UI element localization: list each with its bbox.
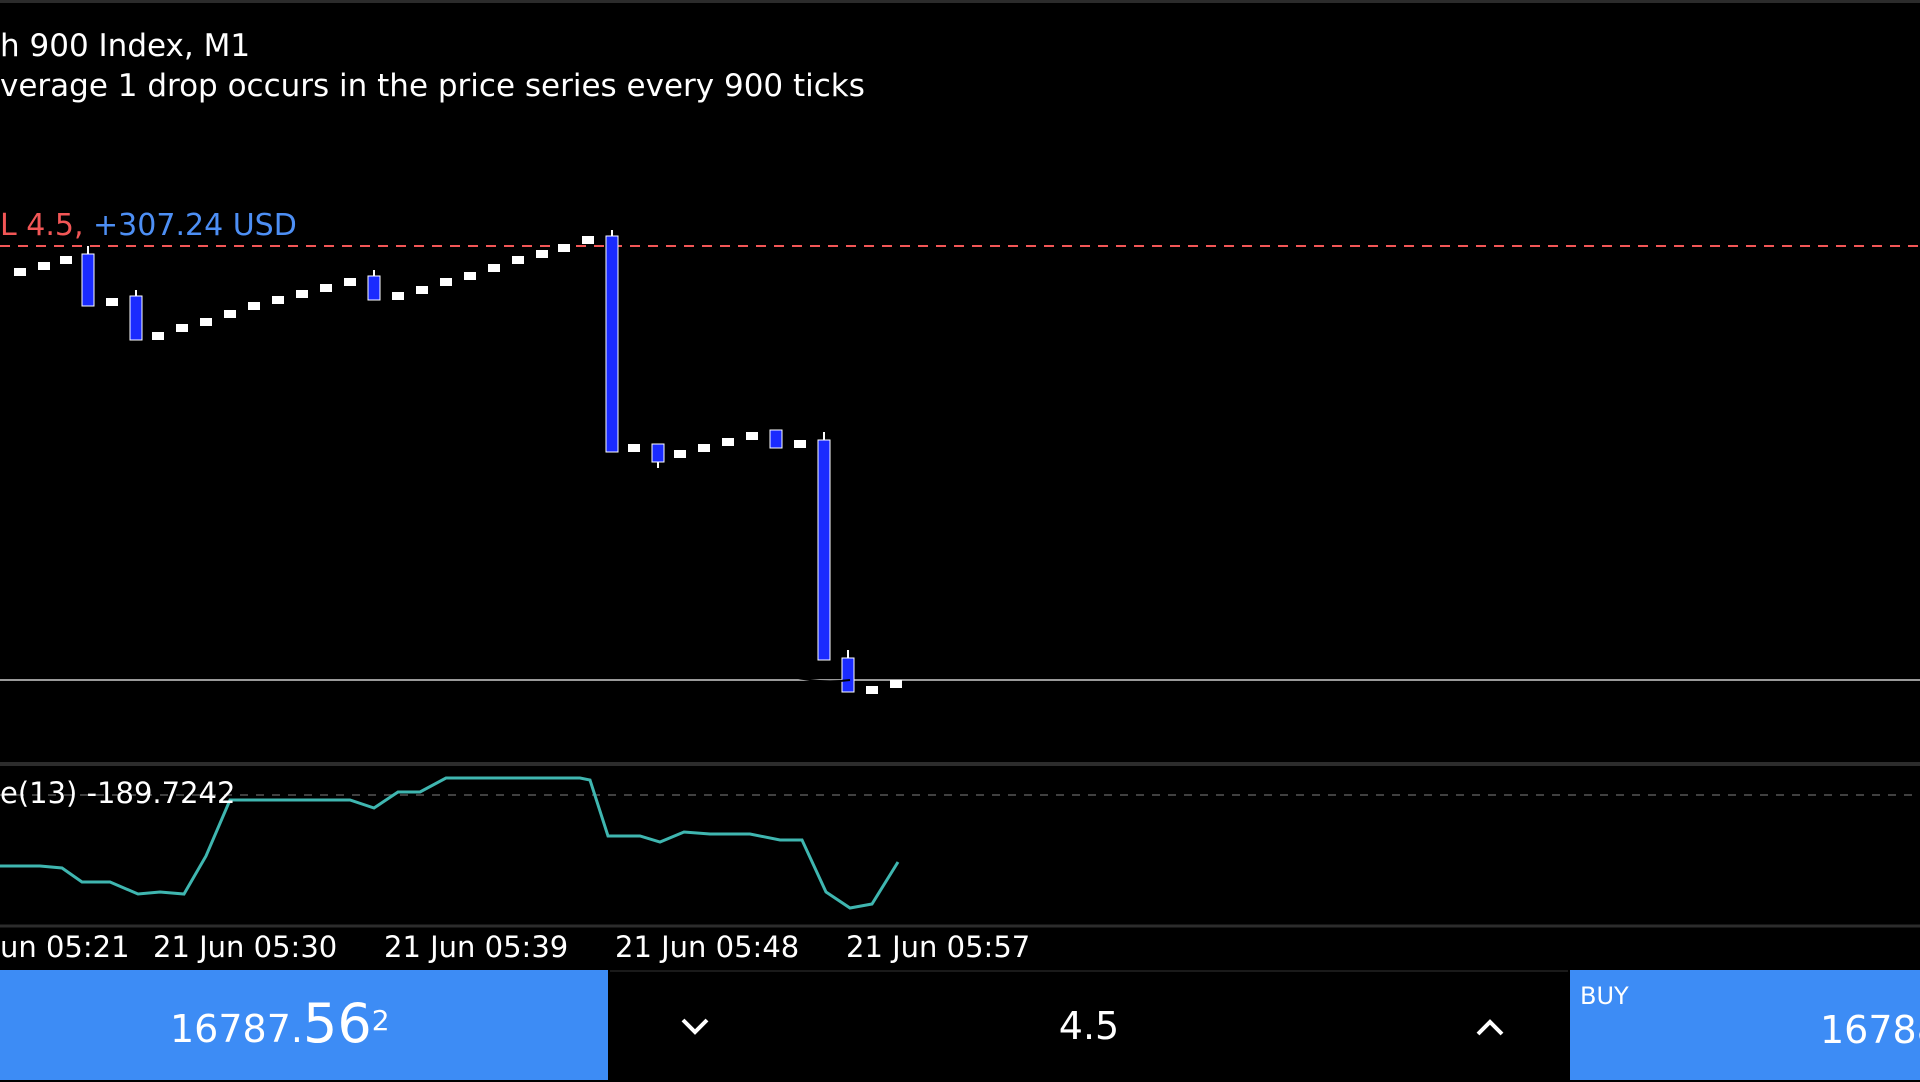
oscillator-line (0, 776, 900, 910)
time-label-2: 21 Jun 05:39 (384, 930, 569, 964)
trade-bar: 16787.562 4.5 BUY 16788 (0, 970, 1920, 1082)
order-label[interactable]: L 4.5, +307.24 USD (0, 208, 297, 243)
buy-label: BUY (1580, 982, 1629, 1010)
time-label-3: 21 Jun 05:48 (615, 930, 800, 964)
price-marker (789, 675, 851, 683)
order-lot: L 4.5, (0, 208, 84, 243)
chevron-up-icon[interactable] (1460, 997, 1520, 1057)
price-chart[interactable] (0, 0, 1920, 960)
chevron-down-icon[interactable] (665, 997, 725, 1057)
buy-button[interactable]: BUY 16788 (1570, 970, 1920, 1080)
time-label-1: 21 Jun 05:30 (153, 930, 338, 964)
chart-title: h 900 Index, M1 (0, 28, 251, 64)
chart-description: verage 1 drop occurs in the price series… (0, 68, 865, 104)
buy-price: 16788 (1820, 1008, 1920, 1052)
lot-value[interactable]: 4.5 (1058, 1004, 1120, 1048)
lot-selector: 4.5 (610, 970, 1568, 1082)
sell-price: 16787.562 (170, 992, 390, 1055)
order-profit: +307.24 USD (93, 208, 297, 243)
time-label-4: 21 Jun 05:57 (846, 930, 1031, 964)
sell-button[interactable]: 16787.562 (0, 970, 608, 1080)
top-border (0, 0, 1920, 3)
bear-candles (81, 235, 855, 693)
time-label-0: un 05:21 (0, 930, 130, 964)
sell-price-small: 16787. (170, 1007, 303, 1051)
sell-price-sup: 2 (371, 1003, 390, 1037)
bull-candles (14, 236, 902, 694)
sell-price-big: 56 (302, 992, 372, 1055)
candle-wicks (87, 230, 849, 658)
oscillator-label: e(13) -189.7242 (0, 776, 236, 810)
